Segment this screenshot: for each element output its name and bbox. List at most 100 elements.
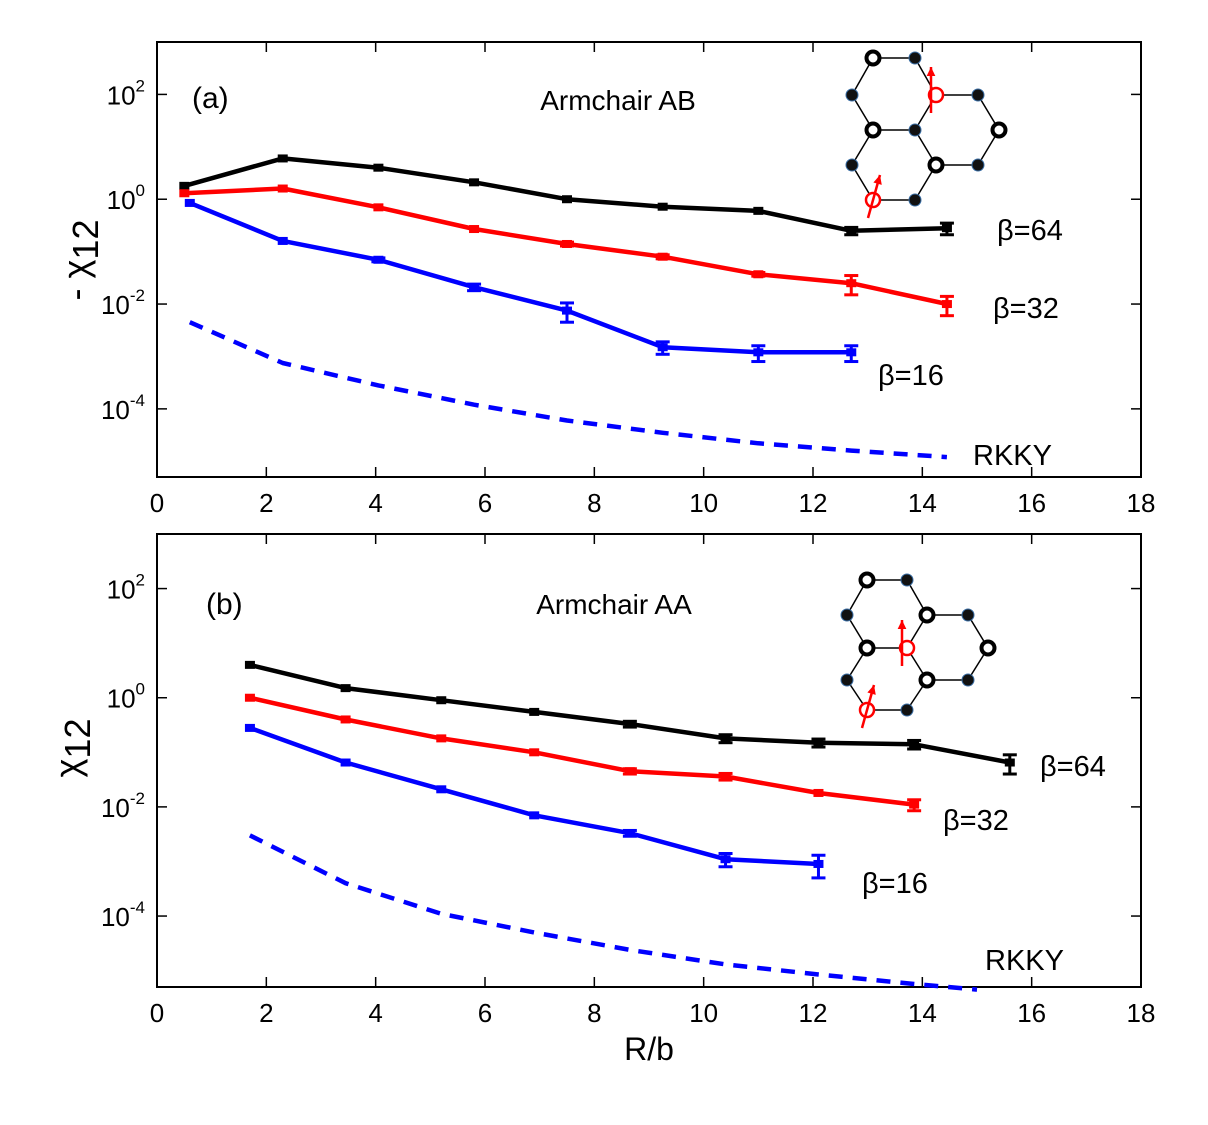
lattice-site-filled	[845, 88, 859, 102]
series-label: β=16	[862, 868, 928, 900]
spin-arrow-head	[926, 67, 936, 77]
data-point	[373, 163, 384, 172]
series-RKKY: RKKY	[248, 833, 1064, 992]
y-tick-exponent: 2	[136, 571, 145, 590]
lattice-site-filled	[840, 608, 854, 622]
x-tick-label: 16	[1017, 998, 1046, 1028]
y-tick-label: 102	[107, 76, 145, 110]
y-tick-exponent: -4	[130, 898, 145, 917]
data-point	[244, 693, 255, 702]
impurity-site	[898, 639, 916, 657]
lattice-site-filled	[961, 673, 975, 687]
lattice-site-filled	[845, 158, 859, 172]
x-tick-label: 6	[478, 998, 492, 1028]
chart-title: Armchair AB	[540, 85, 696, 116]
x-tick-label: 8	[587, 998, 601, 1028]
x-tick-label: 2	[259, 488, 273, 518]
y-axis-label-subscript: 12	[57, 719, 98, 759]
data-point	[529, 811, 540, 820]
data-point	[277, 184, 288, 193]
series-line	[188, 200, 852, 355]
series-label: RKKY	[973, 440, 1052, 472]
spin-arrow-head	[867, 685, 876, 695]
lattice-site-open	[864, 121, 882, 139]
lattice-site-filled	[900, 573, 914, 587]
y-tick-base: 10	[101, 793, 130, 823]
y-tick-base: 10	[101, 902, 130, 932]
lattice-site-open	[864, 49, 882, 67]
lattice-site-open	[918, 606, 936, 624]
x-tick-label: 12	[799, 998, 828, 1028]
data-point	[436, 734, 447, 743]
y-tick-base: 10	[101, 395, 130, 425]
impurity-site	[927, 86, 945, 104]
series-RKKY: RKKY	[188, 320, 1052, 472]
spin-arrow-head	[897, 620, 907, 630]
x-tick-label: 0	[150, 998, 164, 1028]
series-line	[249, 662, 1011, 765]
lattice-site-open	[990, 121, 1008, 139]
lattice-site-open	[918, 671, 936, 689]
x-tick-label: 10	[689, 488, 718, 518]
y-tick-label: 102	[107, 571, 145, 605]
y-tick-label: 10-2	[101, 789, 145, 823]
lattice-site-open	[979, 639, 997, 657]
lattice-site-open	[927, 156, 945, 174]
y-tick-exponent: 0	[136, 181, 145, 200]
x-tick-label: 2	[259, 998, 273, 1028]
data-point	[373, 203, 384, 212]
x-tick-label: 14	[908, 998, 937, 1028]
data-point	[184, 198, 195, 207]
panel-label: (a)	[192, 82, 229, 115]
y-tick-base: 10	[101, 290, 130, 320]
x-axis-label: R/b	[624, 1031, 674, 1067]
series-64: β=64	[179, 154, 1063, 247]
series-64: β=64	[244, 660, 1106, 783]
y-tick-exponent: -4	[130, 391, 145, 410]
lattice-inset-icon	[845, 49, 1008, 219]
data-point	[179, 189, 190, 198]
data-point	[340, 758, 351, 767]
y-tick-label: 10-4	[101, 898, 145, 932]
data-point	[813, 788, 824, 797]
data-point	[340, 684, 351, 693]
lattice-site-filled	[971, 88, 985, 102]
y-tick-exponent: 0	[136, 680, 145, 699]
series-line	[188, 320, 948, 460]
y-axis-label: χ12	[47, 719, 98, 778]
x-tick-label: 12	[799, 488, 828, 518]
x-tick-label: 0	[150, 488, 164, 518]
series-line	[183, 156, 947, 234]
plot-frame	[156, 533, 1142, 988]
plot-frame	[156, 41, 1142, 478]
x-tick-label: 10	[689, 998, 718, 1028]
series-16: β=16	[184, 198, 944, 392]
data-point	[436, 785, 447, 794]
series-line	[249, 695, 915, 807]
data-point	[244, 660, 255, 669]
series-line	[248, 833, 978, 992]
data-point	[436, 696, 447, 705]
y-axis-label: - χ12	[55, 220, 106, 301]
lattice-site-filled	[971, 158, 985, 172]
x-tick-label: 16	[1017, 488, 1046, 518]
data-point	[753, 206, 764, 215]
data-point	[469, 225, 480, 234]
data-point	[529, 707, 540, 716]
y-tick-base: 10	[107, 185, 136, 215]
chart-title: Armchair AA	[536, 589, 692, 620]
series-label: RKKY	[985, 945, 1064, 977]
data-point	[562, 195, 572, 204]
lattice-site-filled	[908, 51, 922, 65]
x-tick-label: 4	[368, 998, 382, 1028]
lattice-site-open	[858, 571, 876, 589]
series-32: β=32	[244, 693, 1009, 837]
data-point	[529, 748, 540, 757]
x-tick-label: 18	[1127, 488, 1156, 518]
lattice-site-open	[858, 639, 876, 657]
series-32: β=32	[179, 184, 1059, 325]
series-16: β=16	[244, 723, 928, 900]
